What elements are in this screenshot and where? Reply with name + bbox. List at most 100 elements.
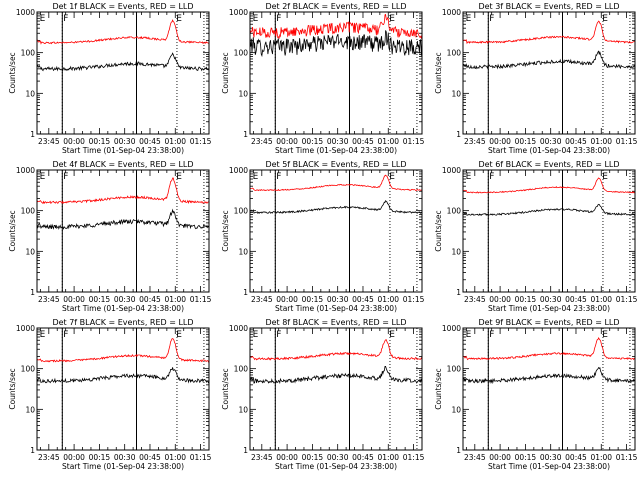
y-tick-label: 1000 [229, 324, 248, 333]
interval-marker-label: E [602, 330, 608, 340]
y-axis-label: Counts/sec [8, 210, 17, 251]
series-line-events [463, 203, 635, 217]
x-tick-label: 00:30 [540, 453, 562, 462]
y-axis-label: Counts/sec [8, 52, 17, 93]
x-tick-label: 01:15 [403, 453, 425, 462]
chart-panel-2: Det 2f BLACK = Events, RED = LLD 1 10 100 10… [221, 2, 425, 155]
chart-title: Det 4f BLACK = Events, RED = LLD [52, 160, 193, 169]
interval-marker-label: E [253, 172, 259, 182]
chart-title: Det 2f BLACK = Events, RED = LLD [265, 2, 406, 11]
y-tick-label: 10 [238, 405, 248, 414]
y-tick-label: 1 [243, 288, 248, 297]
data-traces [37, 177, 209, 230]
y-tick-label: 10 [25, 89, 35, 98]
x-tick-label: 00:00 [63, 453, 85, 462]
x-axis-label: Start Time (01-Sep-04 23:38:00) [275, 304, 397, 313]
y-tick-label: 10 [25, 405, 35, 414]
interval-marker-label: E [389, 14, 395, 24]
x-tick-label: 23:45 [251, 295, 273, 304]
interval-marker-label: E [40, 172, 46, 182]
series-line-events [37, 367, 209, 384]
series-line-events [463, 366, 635, 385]
data-traces [250, 13, 422, 58]
y-tick-label: 10 [451, 405, 461, 414]
x-tick-label: 00:30 [540, 137, 562, 146]
chart-title: Det 5f BLACK = Events, RED = LLD [265, 160, 406, 169]
x-tick-label: 00:00 [489, 295, 511, 304]
x-tick-label: 01:15 [616, 295, 638, 304]
x-tick-label: 01:00 [164, 137, 186, 146]
interval-marker-label: F [63, 172, 68, 182]
interval-marker-label: F [489, 172, 494, 182]
chart-panel-3: Det 3f BLACK = Events, RED = LLD 1 10 100 10… [434, 2, 638, 155]
interval-marker-label: E [176, 14, 182, 24]
data-traces [37, 19, 209, 72]
chart-panel-8: Det 8f BLACK = Events, RED = LLD 1 10 100 10… [221, 318, 425, 471]
series-line-events [37, 208, 209, 230]
x-tick-label: 23:45 [251, 453, 273, 462]
plot-frame [462, 169, 636, 293]
interval-marker-label: E [40, 330, 46, 340]
y-tick-label: 10 [238, 89, 248, 98]
interval-marker-label: E [389, 172, 395, 182]
x-tick-label: 00:45 [352, 295, 374, 304]
data-traces [250, 339, 422, 385]
x-tick-label: 23:45 [464, 295, 486, 304]
y-axis-label: Counts/sec [8, 368, 17, 409]
x-tick-label: 23:45 [38, 453, 60, 462]
x-tick-label: 01:15 [616, 137, 638, 146]
y-axis-label: Counts/sec [221, 368, 230, 409]
x-tick-label: 00:45 [139, 137, 161, 146]
x-tick-label: 00:30 [540, 295, 562, 304]
y-tick-label: 1 [243, 446, 248, 455]
x-axis-label: Start Time (01-Sep-04 23:38:00) [62, 462, 184, 471]
plot-frame [462, 11, 636, 135]
x-tick-label: 00:00 [489, 453, 511, 462]
x-tick-label: 01:15 [190, 453, 212, 462]
interval-marker-label: F [276, 14, 281, 24]
y-axis-label: Counts/sec [434, 210, 443, 251]
interval-marker-label: E [40, 14, 46, 24]
interval-marker-label: F [489, 14, 494, 24]
chart-panel-1: Det 1f BLACK = Events, RED = LLD 1 10 100 10… [8, 2, 212, 155]
data-traces [463, 177, 635, 217]
data-traces [463, 336, 635, 385]
x-tick-label: 00:45 [139, 295, 161, 304]
x-tick-label: 00:30 [327, 295, 349, 304]
y-tick-label: 1000 [16, 324, 35, 333]
y-tick-label: 1 [30, 130, 35, 139]
series-line-lld [463, 336, 635, 361]
interval-marker-label: E [602, 14, 608, 24]
interval-marker-label: E [253, 14, 259, 24]
chart-title: Det 1f BLACK = Events, RED = LLD [52, 2, 193, 11]
y-tick-label: 10 [25, 247, 35, 256]
x-tick-label: 01:15 [403, 295, 425, 304]
chart-title: Det 3f BLACK = Events, RED = LLD [478, 2, 619, 11]
data-traces [463, 20, 635, 70]
interval-marker-label: E [176, 172, 182, 182]
y-axis-label: Counts/sec [221, 52, 230, 93]
interval-marker-label: E [253, 330, 259, 340]
y-tick-label: 1 [30, 288, 35, 297]
x-tick-label: 00:45 [139, 453, 161, 462]
series-line-events [37, 52, 209, 72]
series-line-lld [463, 177, 635, 194]
chart-panel-6: Det 6f BLACK = Events, RED = LLD 1 10 100 10… [434, 160, 638, 313]
x-tick-label: 00:15 [515, 453, 537, 462]
series-line-events [250, 365, 422, 385]
y-tick-label: 1 [243, 130, 248, 139]
series-line-lld [250, 339, 422, 361]
interval-marker-label: F [276, 330, 281, 340]
x-tick-label: 01:00 [377, 453, 399, 462]
x-tick-label: 00:15 [302, 137, 324, 146]
x-tick-label: 00:30 [114, 453, 136, 462]
x-tick-label: 00:15 [89, 295, 111, 304]
plot-frame [249, 11, 423, 135]
chart-panel-4: Det 4f BLACK = Events, RED = LLD 1 10 100 10… [8, 160, 212, 313]
x-tick-label: 01:15 [190, 137, 212, 146]
x-tick-label: 01:15 [616, 453, 638, 462]
x-tick-label: 00:15 [89, 453, 111, 462]
chart-panel-9: Det 9f BLACK = Events, RED = LLD 1 10 100 10… [434, 318, 638, 471]
x-tick-label: 00:45 [565, 453, 587, 462]
